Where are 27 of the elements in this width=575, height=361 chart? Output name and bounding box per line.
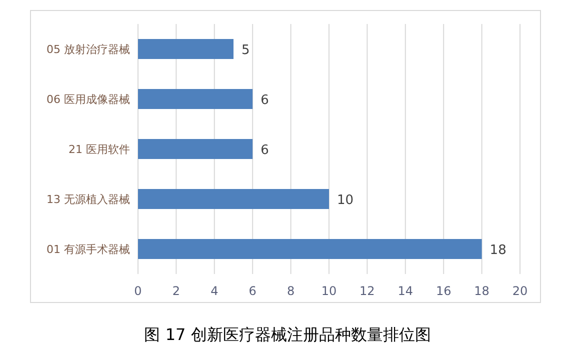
data-label: 18: [490, 243, 506, 258]
data-label: 5: [242, 43, 250, 58]
data-label: 10: [337, 193, 354, 208]
bar: [138, 189, 329, 209]
x-tick-label: 8: [286, 284, 295, 298]
bar: [138, 39, 234, 59]
y-tick-label: 13 无源植入器械: [46, 193, 130, 206]
bar: [138, 239, 482, 259]
x-tick-label: 6: [248, 284, 256, 298]
x-tick-label: 14: [398, 284, 414, 298]
y-tick-label: 01 有源手术器械: [46, 243, 130, 256]
bar: [138, 89, 253, 109]
data-label: 6: [260, 93, 269, 108]
x-tick-label: 2: [172, 284, 180, 298]
x-tick-label: 0: [134, 284, 142, 298]
y-tick-label: 21 医用软件: [68, 143, 130, 156]
x-tick-label: 4: [210, 284, 218, 298]
x-tick-label: 10: [321, 284, 337, 298]
x-tick-label: 12: [360, 284, 375, 298]
x-tick-label: 20: [512, 284, 528, 298]
x-tick-label: 16: [436, 284, 452, 298]
bar: [138, 139, 253, 159]
text: 图 17 创新医疗器械注册品种数量排位图: [144, 325, 431, 344]
y-tick-label: 06 医用成像器械: [46, 93, 130, 106]
y-tick-label: 05 放射治疗器械: [46, 43, 130, 56]
data-label: 6: [260, 143, 269, 158]
x-tick-label: 18: [474, 284, 490, 298]
